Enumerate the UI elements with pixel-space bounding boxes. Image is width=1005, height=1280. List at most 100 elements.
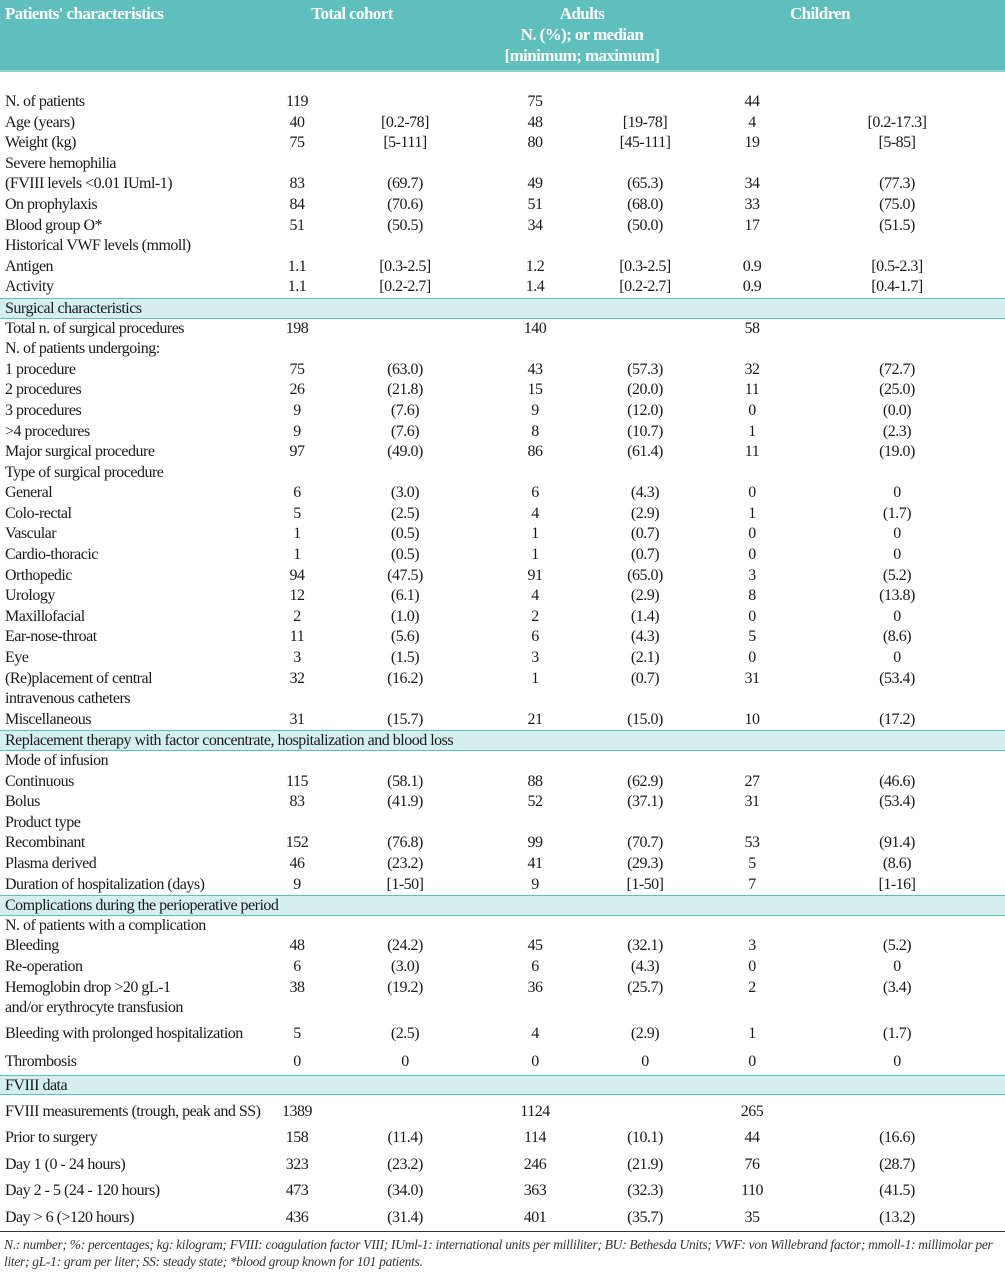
table-row: Day 2 - 5 (24 - 120 hours) 473 (34.0) 363 (3…	[0, 1178, 1005, 1205]
children-stat: (8.6)	[882, 628, 912, 646]
adults-n: 86	[527, 443, 544, 461]
total-n: 1	[293, 546, 301, 564]
children-stat: (3.4)	[882, 978, 912, 996]
adults-stat: (65.3)	[627, 175, 663, 193]
total-stat: (34.0)	[387, 1182, 423, 1200]
total-stat: (47.5)	[387, 566, 423, 584]
table-row: Severe hemophilia	[0, 154, 1005, 175]
children-n: 3	[748, 937, 756, 955]
children-stat: (13.8)	[879, 587, 915, 605]
row-label: Bleeding with prolonged hospitalization	[5, 1024, 243, 1042]
children-n: 0	[748, 525, 756, 543]
adults-n: 99	[527, 834, 544, 852]
row-label: Bolus	[5, 793, 40, 811]
children-stat: (13.2)	[879, 1208, 915, 1226]
adults-stat: (32.3)	[627, 1182, 663, 1200]
total-stat: [0.2-2.7]	[379, 278, 431, 296]
adults-n: 2	[531, 607, 539, 625]
children-n: 11	[744, 443, 760, 461]
adults-n: 1124	[520, 1103, 550, 1121]
children-n: 19	[744, 134, 761, 152]
row-label: Day 2 - 5 (24 - 120 hours)	[5, 1182, 160, 1200]
header-adults-label: Adults	[559, 4, 605, 23]
adults-stat: (32.1)	[627, 937, 663, 955]
adults-n: 6	[531, 628, 539, 646]
header-children: Children	[789, 4, 851, 23]
adults-stat: (2.9)	[630, 1024, 660, 1042]
total-stat: (76.8)	[387, 834, 423, 852]
adults-n: 9	[531, 875, 539, 893]
adults-n: 43	[527, 360, 544, 378]
total-n: 32	[289, 669, 306, 687]
adults-n: 21	[527, 710, 544, 728]
children-n: 0	[748, 546, 756, 564]
row-label: (Re)placement of central	[5, 669, 153, 687]
row-label: Urology	[5, 587, 55, 605]
children-n: 34	[744, 175, 761, 193]
children-n: 44	[744, 93, 761, 110]
total-stat: (31.4)	[387, 1208, 423, 1226]
table-row: 2 procedures 26 (21.8) 15 (20.0) 11 (25.0)	[0, 380, 1005, 401]
children-stat: (17.2)	[879, 710, 915, 728]
adults-stat: 0	[641, 1052, 649, 1070]
table-row: Maxillofacial 2 (1.0) 2 (1.4) 0 0	[0, 607, 1005, 628]
table-bottom-rule	[0, 1231, 1005, 1233]
total-stat: (3.0)	[390, 484, 420, 502]
table-row: Bolus 83 (41.9) 52 (37.1) 31 (53.4)	[0, 792, 1005, 813]
table-row: Cardio-thoracic 1 (0.5) 1 (0.7) 0 0	[0, 545, 1005, 566]
total-stat: (2.5)	[390, 504, 420, 522]
adults-stat: [0.3-2.5]	[619, 257, 671, 275]
total-n: 119	[286, 93, 308, 110]
table-row: Continuous 115 (58.1) 88 (62.9) 27 (46.6)	[0, 772, 1005, 793]
total-n: 12	[289, 587, 306, 605]
table-row: >4 procedures 9 (7.6) 8 (10.7) 1 (2.3)	[0, 422, 1005, 443]
children-stat: (25.0)	[879, 381, 915, 399]
row-label: Severe hemophilia	[5, 154, 117, 172]
table-row: Bleeding 48 (24.2) 45 (32.1) 3 (5.2)	[0, 936, 1005, 957]
total-n: 1.1	[287, 278, 307, 296]
adults-n: 401	[523, 1208, 547, 1226]
total-n: 473	[285, 1182, 309, 1200]
children-stat: (19.0)	[879, 443, 915, 461]
total-stat: (1.0)	[390, 607, 420, 625]
row-label: 3 procedures	[5, 401, 82, 419]
adults-n: 80	[527, 134, 544, 152]
children-n: 265	[740, 1103, 764, 1121]
row-label: >4 procedures	[5, 422, 90, 440]
children-n: 0.9	[742, 278, 762, 296]
table-row: (Re)placement of central 32 (16.2) 1 (0.7) 31…	[0, 669, 1005, 690]
children-n: 1	[748, 1024, 756, 1042]
table-row: Day 1 (0 - 24 hours) 323 (23.2) 246 (21.9) 76…	[0, 1152, 1005, 1179]
children-stat: 0	[893, 957, 901, 975]
adults-n: 15	[527, 381, 544, 399]
section-header: Surgical characteristics	[0, 297, 1005, 319]
adults-stat: (61.4)	[627, 443, 663, 461]
table-row: Product type	[0, 813, 1005, 834]
total-stat: (1.5)	[390, 649, 420, 667]
children-stat: (77.3)	[879, 175, 915, 193]
table-row: Plasma derived 46 (23.2) 41 (29.3) 5 (8.6)	[0, 854, 1005, 875]
adults-stat: (35.7)	[627, 1208, 663, 1226]
row-label: Day 1 (0 - 24 hours)	[5, 1155, 126, 1173]
adults-n: 49	[527, 175, 544, 193]
children-n: 76	[744, 1155, 761, 1173]
adults-stat: (0.7)	[630, 546, 660, 564]
table-row: Type of surgical procedure	[0, 463, 1005, 484]
table-row: Duration of hospitalization (days) 9 [1-50…	[0, 875, 1005, 896]
header-unit-line1: N. (%); or median	[520, 25, 644, 44]
children-stat: (41.5)	[879, 1182, 915, 1200]
adults-stat: [1-50]	[626, 875, 664, 893]
total-stat: (21.8)	[387, 381, 423, 399]
total-n: 84	[289, 195, 306, 213]
children-n: 1	[748, 422, 756, 440]
adults-stat: (2.9)	[630, 587, 660, 605]
adults-stat: (21.9)	[627, 1155, 663, 1173]
row-label: Historical VWF levels (mmoll)	[5, 237, 191, 255]
row-label: General	[5, 484, 53, 502]
row-label: Thrombosis	[5, 1052, 77, 1070]
total-stat: [0.2-78]	[381, 113, 429, 131]
children-stat: (91.4)	[879, 834, 915, 852]
adults-n: 0	[531, 1052, 539, 1070]
table-row: 3 procedures 9 (7.6) 9 (12.0) 0 (0.0)	[0, 401, 1005, 422]
total-n: 323	[285, 1155, 309, 1173]
